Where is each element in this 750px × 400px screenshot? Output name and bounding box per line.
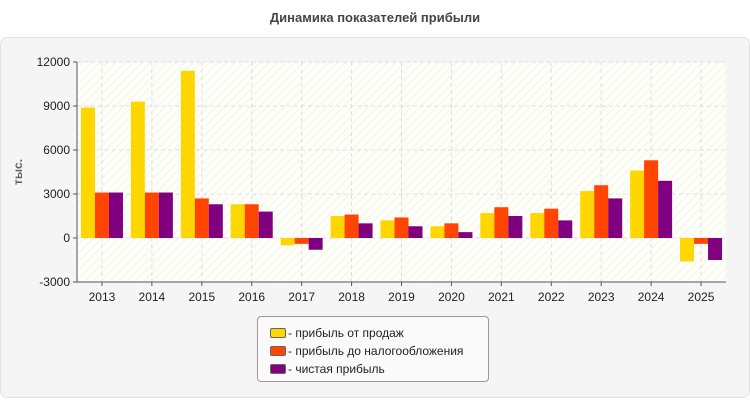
bar-2024-series-2[interactable]	[658, 180, 673, 238]
y-tick-label: 6000	[43, 143, 70, 157]
bar-2020-series-0[interactable]	[430, 226, 445, 238]
bar-2018-series-0[interactable]	[330, 216, 345, 238]
x-tick-label: 2023	[588, 290, 615, 304]
bar-2018-series-1[interactable]	[344, 214, 359, 238]
bar-2014-series-2[interactable]	[158, 192, 173, 238]
bar-2015-series-0[interactable]	[180, 70, 195, 238]
x-tick-label: 2018	[338, 290, 365, 304]
bar-2019-series-1[interactable]	[394, 217, 409, 238]
legend-swatch-net-profit	[270, 364, 286, 374]
bar-2022-series-0[interactable]	[530, 213, 545, 238]
bar-2024-series-1[interactable]	[644, 160, 659, 238]
legend: - прибыль от продаж - прибыль до налогоо…	[257, 316, 489, 382]
bar-2023-series-0[interactable]	[580, 191, 595, 238]
legend-swatch-sales-profit	[270, 328, 286, 338]
legend-item-sales-profit[interactable]: - прибыль от продаж	[270, 324, 488, 342]
bar-2015-series-1[interactable]	[194, 198, 209, 238]
chart-title: Динамика показателей прибыли	[269, 10, 481, 25]
bar-2019-series-2[interactable]	[408, 226, 423, 238]
bar-2017-series-0[interactable]	[280, 238, 295, 246]
bar-2017-series-2[interactable]	[308, 238, 323, 250]
bar-2022-series-2[interactable]	[558, 220, 573, 238]
bar-2016-series-2[interactable]	[258, 211, 273, 238]
bar-2021-series-2[interactable]	[508, 216, 523, 238]
legend-item-pretax-profit[interactable]: - прибыль до налогообложения	[270, 342, 488, 360]
legend-swatch-pretax-profit	[270, 346, 286, 356]
bar-2013-series-0[interactable]	[80, 107, 95, 238]
bar-2016-series-1[interactable]	[244, 204, 259, 238]
bar-2022-series-1[interactable]	[544, 208, 559, 238]
bar-2013-series-2[interactable]	[108, 192, 123, 238]
y-tick-label: 12000	[37, 55, 71, 69]
bar-2017-series-1[interactable]	[294, 238, 309, 244]
bar-2021-series-0[interactable]	[480, 213, 495, 238]
bar-2014-series-0[interactable]	[130, 101, 145, 238]
x-tick-label: 2019	[388, 290, 415, 304]
y-axis-label: тыс.	[11, 159, 25, 185]
x-tick-label: 2021	[488, 290, 515, 304]
bar-2013-series-1[interactable]	[94, 192, 109, 238]
legend-item-net-profit[interactable]: - чистая прибыль	[270, 360, 488, 378]
bar-2020-series-2[interactable]	[458, 232, 473, 238]
x-tick-label: 2022	[538, 290, 565, 304]
bar-2021-series-1[interactable]	[494, 207, 509, 238]
y-tick-label: 3000	[43, 187, 70, 201]
plot-area-hatch	[77, 62, 726, 282]
legend-label-sales-profit: - прибыль от продаж	[288, 326, 404, 340]
bar-2016-series-0[interactable]	[230, 204, 245, 238]
x-tick-label: 2015	[188, 290, 215, 304]
bar-2018-series-2[interactable]	[358, 223, 373, 238]
bar-2019-series-0[interactable]	[380, 220, 395, 238]
bar-2023-series-2[interactable]	[608, 198, 623, 238]
x-tick-label: 2016	[238, 290, 265, 304]
legend-label-pretax-profit: - прибыль до налогообложения	[288, 344, 464, 358]
x-tick-label: 2024	[638, 290, 665, 304]
x-tick-label: 2014	[139, 290, 166, 304]
bar-2025-series-2[interactable]	[708, 238, 723, 260]
bar-2015-series-2[interactable]	[208, 204, 223, 238]
x-tick-label: 2025	[688, 290, 715, 304]
legend-label-net-profit: - чистая прибыль	[288, 362, 385, 376]
x-tick-label: 2017	[288, 290, 315, 304]
bar-2025-series-1[interactable]	[694, 238, 709, 244]
y-tick-label: 9000	[43, 99, 70, 113]
bar-2020-series-1[interactable]	[444, 223, 459, 238]
y-tick-label: -3000	[39, 275, 70, 289]
y-tick-label: 0	[63, 231, 70, 245]
x-tick-label: 2013	[89, 290, 116, 304]
x-tick-label: 2020	[438, 290, 465, 304]
bar-2023-series-1[interactable]	[594, 185, 609, 238]
bar-2025-series-0[interactable]	[680, 238, 695, 262]
bar-2024-series-0[interactable]	[630, 170, 645, 238]
bar-2014-series-1[interactable]	[144, 192, 159, 238]
